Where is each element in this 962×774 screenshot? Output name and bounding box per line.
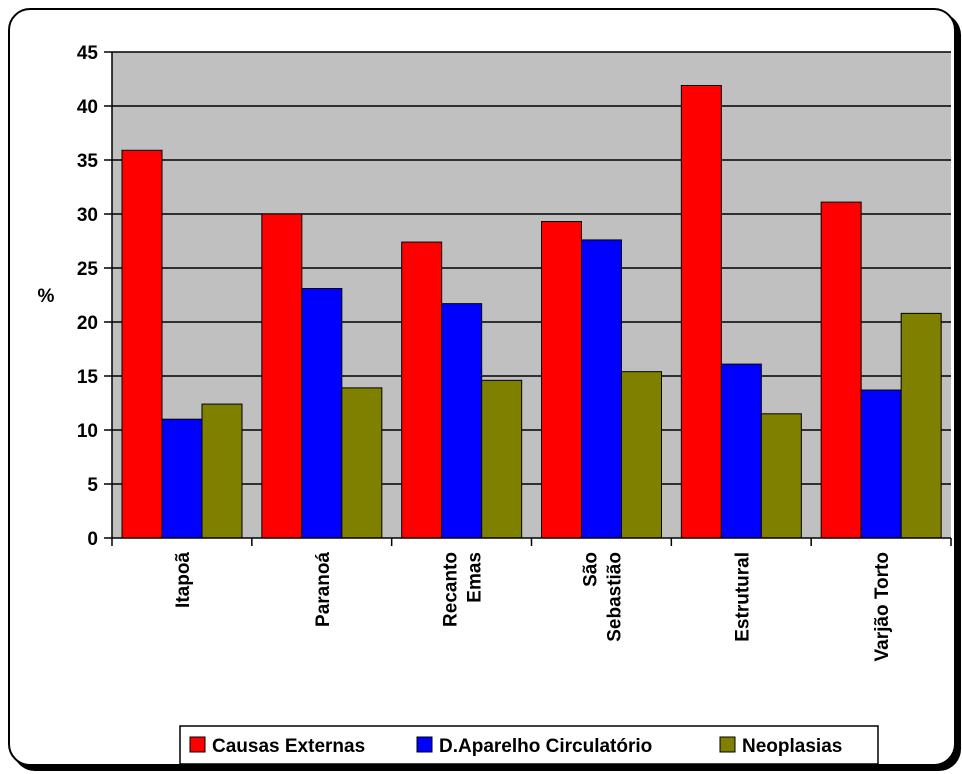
plot-background xyxy=(112,52,951,538)
bar-d-aparelho-circulat-rio xyxy=(720,363,762,539)
bar-d-aparelho-circulat-rio xyxy=(441,303,483,539)
bar-causas-externas xyxy=(541,221,582,539)
y-tick-label: 0 xyxy=(87,529,98,550)
bar-neoplasias xyxy=(621,371,662,539)
y-tick-label: 15 xyxy=(77,367,99,388)
y-tick-label: 20 xyxy=(77,313,98,334)
legend-box xyxy=(179,725,879,765)
axes xyxy=(104,51,952,546)
legend-swatch xyxy=(416,736,433,753)
bar-neoplasias xyxy=(900,312,942,539)
bar-causas-externas xyxy=(820,201,862,539)
y-tick-label: 10 xyxy=(77,421,98,442)
x-category-label: Emas xyxy=(465,552,486,603)
legend: Causas Externas D.Aparelho Circulatório Ne… xyxy=(179,725,879,765)
x-category-label: Itapoã xyxy=(173,552,194,608)
x-category-label: Recanto xyxy=(441,552,462,627)
bar-d-aparelho-circulat-rio xyxy=(581,239,622,539)
y-tick-label: 5 xyxy=(87,475,98,496)
y-axis-label: % xyxy=(38,286,55,307)
y-tick-labels: 0 5 10 15 20 25 30 35 40 45 xyxy=(77,43,99,550)
bar-neoplasias xyxy=(201,403,243,539)
x-category-label: Sebastião xyxy=(604,552,625,642)
y-tick-label: 30 xyxy=(77,205,98,226)
gridlines xyxy=(112,51,951,485)
bar-neoplasias xyxy=(760,413,802,539)
legend-label: Neoplasias xyxy=(742,736,842,757)
x-category-label: Paranoá xyxy=(313,552,334,627)
bar-causas-externas xyxy=(680,84,722,539)
x-category-label: Estrutural xyxy=(732,552,753,642)
bar-d-aparelho-circulat-rio xyxy=(860,389,902,539)
y-tick-label: 40 xyxy=(77,97,98,118)
bars xyxy=(121,84,942,539)
bar-causas-externas xyxy=(261,213,303,539)
x-category-labels: Itapoã Paranoá Recanto Emas São Sebastião Estr… xyxy=(173,552,893,662)
legend-swatch xyxy=(189,736,206,753)
x-category-label: São xyxy=(580,552,601,587)
legend-label: Causas Externas xyxy=(212,736,365,757)
bar-causas-externas xyxy=(401,241,443,539)
plot-area xyxy=(112,52,951,538)
y-tick-label: 25 xyxy=(77,259,99,280)
x-category-label: Varjão Torto xyxy=(872,552,893,661)
bar-d-aparelho-circulat-rio xyxy=(301,288,343,539)
y-tick-label: 45 xyxy=(77,43,99,64)
bar-neoplasias xyxy=(341,387,383,539)
y-tick-label: 35 xyxy=(77,151,99,172)
legend-label: D.Aparelho Circulatório xyxy=(439,736,652,757)
bar-d-aparelho-circulat-rio xyxy=(161,418,203,539)
bar-neoplasias xyxy=(481,379,523,539)
legend-swatch xyxy=(719,736,736,753)
bar-causas-externas xyxy=(121,149,163,539)
